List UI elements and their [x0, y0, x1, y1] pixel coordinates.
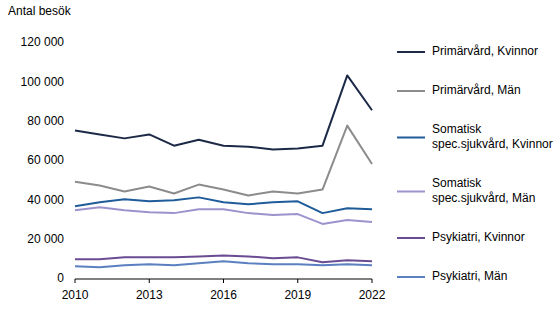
y-tick-label: 20 000 — [27, 232, 64, 246]
legend-line: Somatisk — [432, 122, 482, 136]
plot-area — [75, 75, 372, 267]
series-line — [75, 207, 372, 224]
legend-label: Psykiatri, Kvinnor — [432, 230, 525, 244]
y-tick-label: 60 000 — [27, 153, 64, 167]
legend-line: Somatisk — [432, 176, 482, 190]
legend-swatch — [397, 191, 425, 193]
legend-line: Primärvård, Män — [432, 83, 521, 97]
x-tick — [297, 279, 298, 283]
x-tick — [372, 279, 373, 283]
legend-swatch — [397, 51, 425, 53]
legend-line: Psykiatri, Män — [432, 269, 507, 283]
legend-label: Somatiskspec.sjukvård, Män — [432, 176, 535, 205]
legend-label: Somatiskspec.sjukvård, Kvinnor — [432, 122, 553, 151]
y-tick-label: 80 000 — [27, 114, 64, 128]
legend-label: Primärvård, Män — [432, 83, 521, 97]
x-tick-label: 2022 — [359, 288, 386, 302]
legend-line: Psykiatri, Kvinnor — [432, 230, 525, 244]
legend-line: Primärvård, Kvinnor — [432, 44, 538, 58]
legend-swatch — [397, 237, 425, 239]
y-tick-label: 0 — [57, 271, 64, 285]
x-tick-label: 2013 — [136, 288, 163, 302]
series-line — [75, 75, 372, 149]
legend-label: Primärvård, Kvinnor — [432, 44, 538, 58]
series-line — [75, 261, 372, 267]
x-tick — [75, 279, 76, 283]
chart: Antal besök 0 20 000 40 000 60 000 80 000 100 … — [0, 0, 557, 312]
x-tick-label: 2016 — [210, 288, 237, 302]
legend-swatch — [397, 276, 425, 278]
series-line — [75, 197, 372, 213]
x-tick-label: 2010 — [62, 288, 89, 302]
legend-line: spec.sjukvård, Kvinnor — [432, 137, 553, 151]
legend-swatch — [397, 137, 425, 139]
x-tick — [149, 279, 150, 283]
x-tick — [223, 279, 224, 283]
legend-swatch — [397, 90, 425, 92]
legend-line: spec.sjukvård, Män — [432, 191, 535, 205]
y-tick-label: 100 000 — [21, 75, 65, 89]
y-tick-label: 120 000 — [21, 35, 65, 49]
y-tick-label: 40 000 — [27, 193, 64, 207]
y-axis-label: Antal besök — [8, 4, 72, 18]
x-tick-label: 2019 — [284, 288, 311, 302]
series-line — [75, 126, 372, 196]
legend-label: Psykiatri, Män — [432, 269, 507, 283]
